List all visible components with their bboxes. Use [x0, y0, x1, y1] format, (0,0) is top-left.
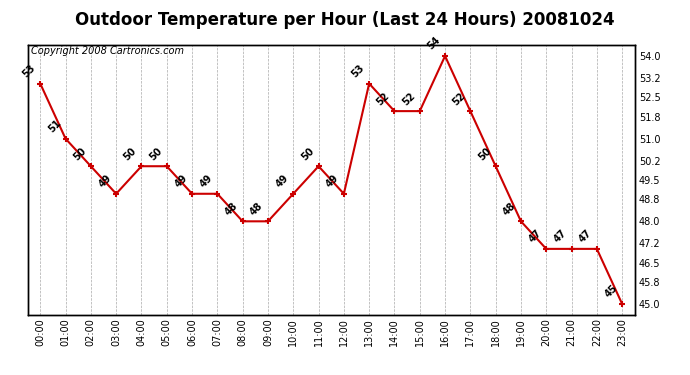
- Text: 54: 54: [426, 35, 442, 52]
- Text: 49: 49: [274, 173, 290, 190]
- Text: 52: 52: [400, 90, 417, 107]
- Text: 49: 49: [97, 173, 113, 190]
- Text: 47: 47: [578, 228, 594, 245]
- Text: 52: 52: [451, 90, 468, 107]
- Text: 47: 47: [527, 228, 544, 245]
- Text: 49: 49: [198, 173, 215, 190]
- Text: 45: 45: [603, 283, 620, 300]
- Text: Outdoor Temperature per Hour (Last 24 Hours) 20081024: Outdoor Temperature per Hour (Last 24 Ho…: [75, 11, 615, 29]
- Text: 50: 50: [122, 146, 139, 162]
- Text: 49: 49: [324, 173, 341, 190]
- Text: 48: 48: [248, 201, 265, 217]
- Text: 49: 49: [172, 173, 189, 190]
- Text: 51: 51: [46, 118, 63, 135]
- Text: 47: 47: [552, 228, 569, 245]
- Text: 52: 52: [375, 90, 392, 107]
- Text: 50: 50: [148, 146, 164, 162]
- Text: Copyright 2008 Cartronics.com: Copyright 2008 Cartronics.com: [30, 46, 184, 56]
- Text: 50: 50: [299, 146, 316, 162]
- Text: 53: 53: [350, 63, 366, 80]
- Text: 50: 50: [476, 146, 493, 162]
- Text: 48: 48: [502, 201, 518, 217]
- Text: 48: 48: [223, 201, 240, 217]
- Text: 53: 53: [21, 63, 37, 80]
- Text: 50: 50: [72, 146, 88, 162]
